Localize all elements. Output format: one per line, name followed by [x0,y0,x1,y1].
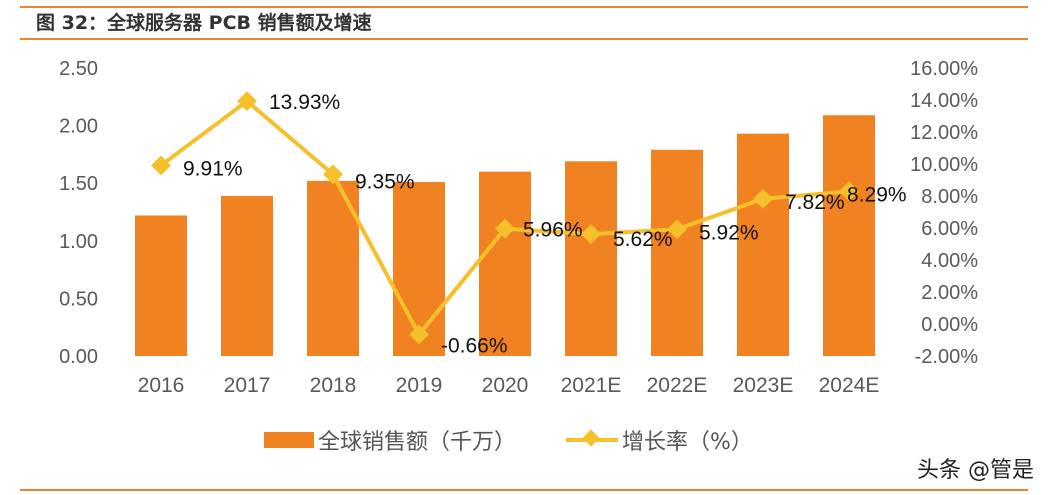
growth-data-label: 7.82% [785,191,845,214]
right-axis-tick: 4.00% [921,250,978,272]
left-axis-tick: 2.50 [59,58,98,80]
right-axis-tick: 16.00% [910,58,978,80]
left-axis-tick: 1.50 [59,173,98,195]
top-rule [20,6,1028,8]
x-axis-tick: 2021E [561,374,622,397]
growth-data-label: 9.91% [183,157,243,180]
x-axis-tick: 2023E [733,374,794,397]
legend-bar-label: 全球销售额（千万） [318,430,517,455]
left-axis-tick: 1.00 [59,231,98,253]
x-axis-tick: 2016 [138,374,185,397]
growth-point [237,91,257,112]
x-axis-tick: 2019 [396,374,443,397]
x-axis-tick: 2017 [224,374,271,397]
bottom-rule [20,489,1028,491]
right-axis-tick: -2.00% [915,346,979,368]
right-axis-tick: 6.00% [921,218,978,240]
x-axis-tick: 2024E [819,374,880,397]
growth-point [409,324,429,345]
title-rule [20,38,1028,40]
bar [737,133,789,356]
legend-bar-swatch [264,432,314,448]
figure-title: 图 32：全球服务器 PCB 销售额及增速 [36,12,372,34]
right-axis-tick: 8.00% [921,186,978,208]
right-axis-tick: 0.00% [921,314,978,336]
left-axis-tick: 0.50 [59,288,98,310]
growth-data-label: 5.92% [699,221,759,244]
legend-line-label: 增长率（%） [622,430,753,455]
growth-data-label: 5.62% [613,228,673,251]
right-axis-tick: 12.00% [910,122,978,144]
bar [823,115,875,357]
growth-point [323,164,343,185]
legend-line-swatch [566,438,619,442]
growth-data-label: 9.35% [355,170,415,193]
growth-data-label: 13.93% [269,91,340,114]
bar [565,161,617,356]
x-axis-tick: 2018 [310,374,357,397]
growth-point [151,155,171,176]
bar [135,215,187,356]
legend: 全球销售额（千万） 增长率（%） [264,424,753,456]
bar [651,149,703,356]
growth-data-label: 5.96% [523,219,583,242]
x-axis-tick: 2022E [647,374,708,397]
x-axis-tick: 2020 [482,374,529,397]
left-axis-tick: 2.00 [59,116,98,138]
growth-data-label: 8.29% [847,183,907,206]
left-axis-tick: 0.00 [59,346,98,368]
right-axis-tick: 14.00% [910,90,978,112]
growth-data-label: -0.66% [441,335,508,358]
right-axis-tick: 10.00% [910,154,978,176]
bar [479,171,531,356]
growth-point [495,218,515,239]
right-axis-tick: 2.00% [921,282,978,304]
watermark: 头条 @管是 [917,458,1034,483]
bar [221,195,273,356]
